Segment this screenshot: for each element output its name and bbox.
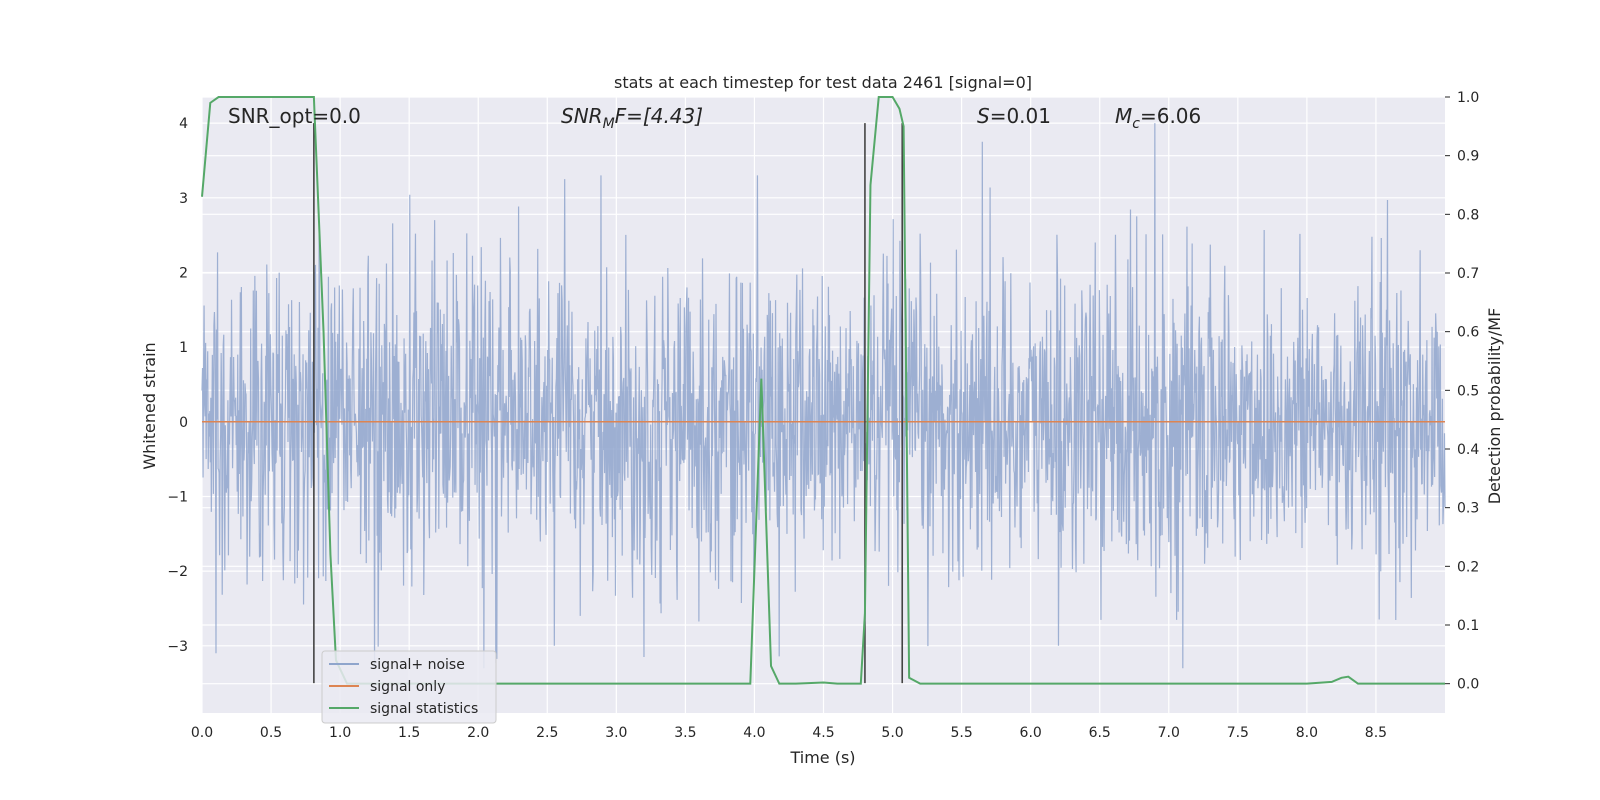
chart-title: stats at each timestep for test data 246…	[614, 73, 1032, 92]
right-y-tick-label: 0.4	[1457, 442, 1479, 458]
legend: signal+ noise signal only signal statist…	[321, 650, 497, 724]
x-tick-label: 8.0	[1296, 725, 1318, 741]
right-y-axis-ticks: 0.0 0.1 0.2 0.3 0.4 0.5 0.6 0.7 0.8 0.9 1.0	[1445, 90, 1479, 693]
left-y-axis-ticks: −3 −2 −1 0 1 2 3 4	[167, 116, 188, 655]
x-tick-label: 7.5	[1227, 725, 1249, 741]
annotation-s-main: S	[977, 104, 990, 128]
x-tick-label: 8.5	[1365, 725, 1387, 741]
x-tick-label: 4.5	[812, 725, 834, 741]
left-y-tick-label: 2	[179, 265, 188, 281]
annotation-mc-main: M	[1115, 104, 1132, 128]
annotation-mc-sub: c	[1132, 116, 1140, 132]
x-tick-label: 1.5	[398, 725, 420, 741]
annotation-snr-mf-main: SNR	[561, 104, 603, 128]
x-tick-label: 1.0	[329, 725, 351, 741]
x-tick-label: 3.5	[674, 725, 696, 741]
series-signal-noise	[201, 123, 1446, 669]
right-y-axis-label: Detection probability/MF	[1485, 308, 1504, 505]
left-y-tick-label: −3	[167, 639, 188, 655]
x-axis-label: Time (s)	[789, 748, 855, 767]
x-tick-label: 0.0	[191, 725, 213, 741]
right-y-tick-label: 0.9	[1457, 149, 1479, 165]
annotation-mc-rest: =6.06	[1140, 104, 1201, 128]
annotation-mc: Mc=6.06	[1115, 104, 1201, 132]
right-y-tick-label: 0.5	[1457, 383, 1479, 399]
annotation-s-rest: =0.01	[990, 104, 1051, 128]
left-y-tick-label: −2	[167, 564, 188, 580]
right-y-tick-label: 0.6	[1457, 325, 1479, 341]
legend-box	[321, 650, 497, 724]
legend-label-signal-statistics: signal statistics	[370, 701, 478, 717]
x-tick-label: 4.0	[743, 725, 765, 741]
right-y-tick-label: 0.3	[1457, 501, 1479, 517]
annotation-snr-mf-sub: M	[603, 116, 615, 132]
right-y-tick-label: 0.0	[1457, 677, 1479, 693]
left-y-tick-label: 0	[179, 415, 188, 431]
right-y-tick-label: 0.2	[1457, 559, 1479, 575]
annotation-snr-opt: SNR_opt=0.0	[228, 104, 361, 128]
left-y-tick-label: 3	[179, 191, 188, 207]
left-y-tick-label: −1	[167, 489, 188, 505]
x-tick-label: 2.5	[536, 725, 558, 741]
right-y-tick-label: 1.0	[1457, 90, 1479, 106]
right-y-tick-label: 0.1	[1457, 618, 1479, 634]
left-y-tick-label: 1	[179, 340, 188, 356]
right-y-tick-label: 0.7	[1457, 266, 1479, 282]
x-tick-label: 5.5	[950, 725, 972, 741]
annotation-snr-mf: SNRMF=[4.43]	[561, 104, 703, 132]
line-signal-statistics	[201, 96, 1445, 685]
x-axis-ticks: 0.0 0.5 1.0 1.5 2.0 2.5 3.0 3.5 4.0 4.5 5.0 5.5 6.0 6…	[191, 725, 1387, 741]
annotation-snr-mf-rest: F=[4.43]	[615, 104, 703, 128]
x-tick-label: 3.0	[605, 725, 627, 741]
x-tick-label: 7.0	[1158, 725, 1180, 741]
x-tick-label: 2.0	[467, 725, 489, 741]
left-y-tick-label: 4	[179, 116, 188, 132]
right-y-tick-label: 0.8	[1457, 207, 1479, 223]
line-signal-noise	[201, 123, 1446, 669]
legend-label-signal-noise: signal+ noise	[370, 657, 465, 673]
x-tick-label: 6.5	[1089, 725, 1111, 741]
x-tick-label: 6.0	[1020, 725, 1042, 741]
x-tick-label: 0.5	[260, 725, 282, 741]
x-tick-label: 5.0	[881, 725, 903, 741]
left-y-axis-label: Whitened strain	[140, 342, 159, 469]
annotation-s: S=0.01	[977, 104, 1051, 128]
series-signal-statistics	[201, 96, 1445, 685]
legend-label-signal-only: signal only	[370, 679, 445, 695]
